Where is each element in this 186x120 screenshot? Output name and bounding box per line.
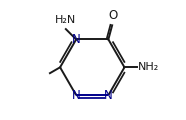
Text: N: N bbox=[104, 89, 113, 102]
Text: N: N bbox=[72, 89, 81, 102]
Text: H₂N: H₂N bbox=[54, 15, 76, 25]
Text: N: N bbox=[72, 33, 81, 46]
Text: NH₂: NH₂ bbox=[138, 62, 160, 72]
Text: O: O bbox=[108, 9, 118, 22]
